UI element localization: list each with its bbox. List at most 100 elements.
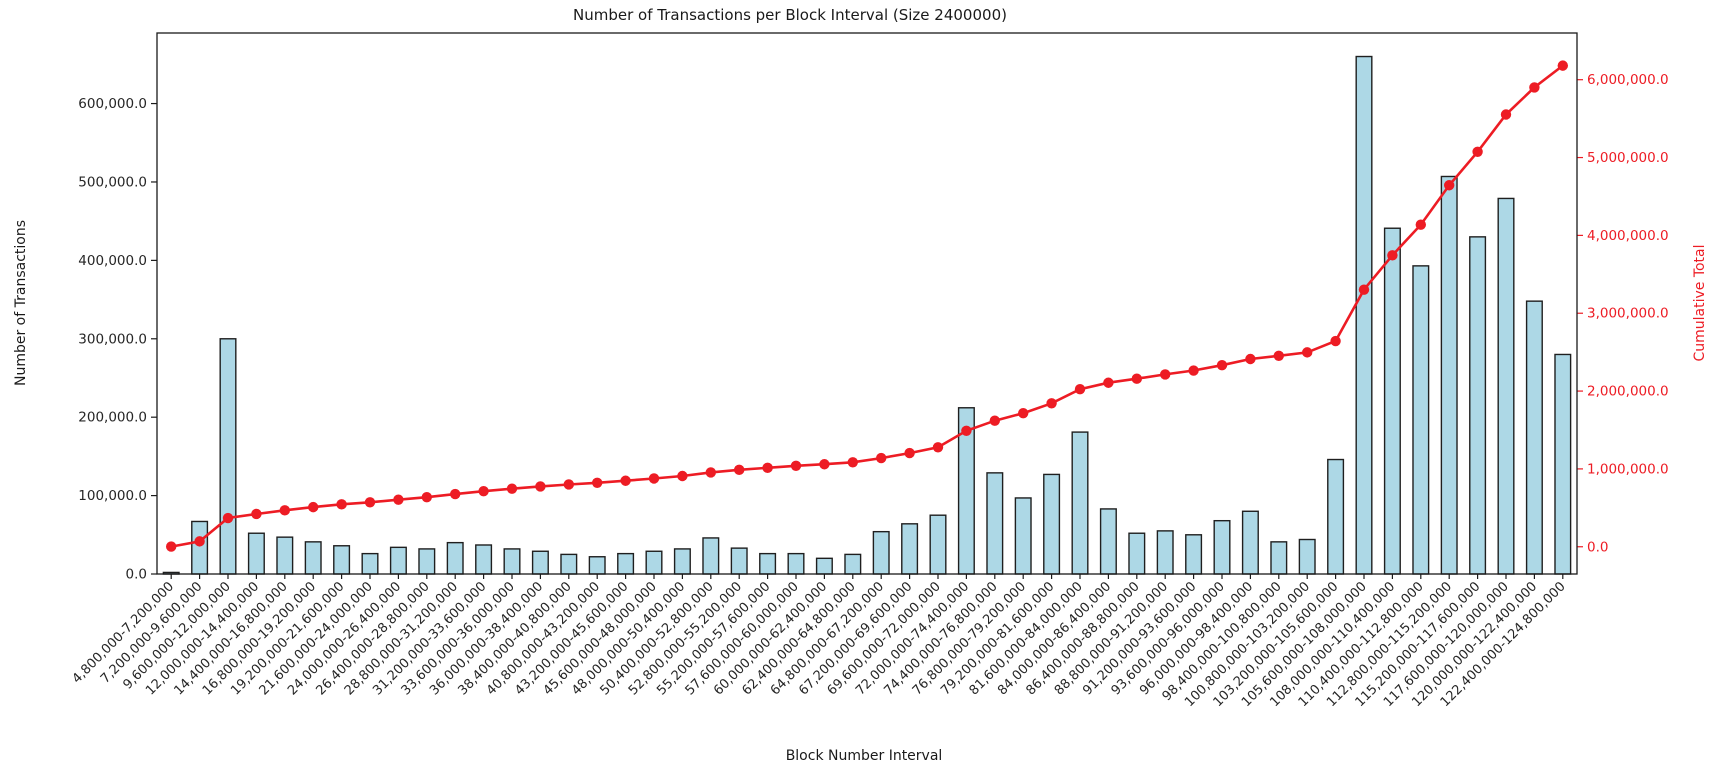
cumulative-marker [450, 488, 461, 500]
cumulative-marker [1160, 369, 1171, 380]
bar [1327, 458, 1345, 575]
bar [1270, 541, 1288, 575]
cumulative-marker [1074, 384, 1086, 395]
right-tick-label: 5,000,000.0 [1587, 150, 1669, 166]
cumulative-marker [1557, 60, 1569, 71]
bar [645, 550, 663, 575]
cumulative-marker [876, 452, 887, 464]
left-tick-label: 400,000.0 [78, 253, 147, 269]
right-tick-label: 0.0 [1587, 539, 1608, 555]
cumulative-marker [1018, 407, 1029, 419]
cumulative-marker [1358, 284, 1370, 295]
cumulative-marker [705, 467, 716, 478]
cumulative-marker [904, 447, 915, 459]
left-tick-label: 300,000.0 [78, 331, 147, 347]
cumulative-marker [336, 499, 347, 510]
cumulative-marker [620, 475, 631, 486]
bar [872, 530, 890, 575]
cumulative-marker [506, 483, 518, 494]
cumulative-marker [1131, 373, 1143, 384]
cumulative-marker [762, 462, 773, 474]
bar [1185, 534, 1203, 575]
plot-area: 0.0 100,000.0 200,000.0 300,000.0 400,000.0 5… [70, 32, 1669, 710]
bar [1412, 265, 1430, 575]
cumulative-marker [308, 501, 319, 513]
cumulative-marker [1500, 109, 1512, 120]
cumulative-marker [279, 505, 290, 516]
chart-title: Number of Transactions per Block Interva… [573, 6, 1007, 24]
bar [588, 556, 606, 575]
y-axis-label-left: Number of Transactions [13, 220, 29, 386]
right-tick-label: 3,000,000.0 [1587, 306, 1669, 322]
cumulative-marker [421, 491, 432, 503]
cumulative-marker [1103, 377, 1114, 388]
cumulative-marker [847, 457, 858, 468]
cumulative-marker [734, 464, 745, 476]
bar [191, 520, 209, 575]
bar [673, 548, 691, 575]
bar [1043, 473, 1061, 575]
right-tick-label: 6,000,000.0 [1587, 72, 1669, 88]
bar [1128, 532, 1146, 575]
bar [304, 541, 322, 575]
cumulative-marker [194, 536, 205, 547]
bar [1014, 497, 1032, 575]
plot-frame [156, 32, 1578, 575]
cumulative-marker [989, 415, 1000, 426]
bar [844, 553, 862, 575]
bar [1099, 508, 1117, 575]
cumulative-marker [1188, 365, 1199, 376]
right-tick-label: 1,000,000.0 [1587, 461, 1669, 477]
right-tick-label: 4,000,000.0 [1587, 228, 1669, 244]
bar [1440, 175, 1458, 575]
bar [418, 548, 436, 575]
left-tick-label: 200,000.0 [78, 410, 147, 426]
bar [1383, 227, 1401, 575]
left-tick-label: 0.0 [126, 567, 147, 583]
bar [1525, 300, 1543, 575]
bar [503, 548, 521, 575]
cumulative-marker [1216, 360, 1228, 371]
cumulative-marker [592, 477, 603, 488]
bar [1554, 353, 1572, 575]
y-axis-label-right: Cumulative Total [1692, 244, 1708, 361]
bar [1241, 510, 1259, 575]
left-tick-label: 600,000.0 [78, 96, 147, 112]
bar [475, 544, 493, 575]
cumulative-marker [251, 508, 262, 520]
bar [1355, 55, 1373, 575]
bar [1298, 538, 1316, 575]
cumulative-marker [1415, 219, 1427, 230]
cumulative-marker [1302, 347, 1313, 358]
cumulative-marker [1245, 353, 1256, 365]
bar [787, 552, 805, 575]
bar [702, 537, 720, 575]
cumulative-marker [1472, 146, 1483, 157]
cumulative-marker [1529, 82, 1540, 93]
bar [759, 552, 777, 575]
bar [247, 532, 265, 575]
cumulative-marker [222, 512, 234, 524]
bar [1497, 197, 1515, 575]
bar [929, 514, 947, 575]
cumulative-marker [932, 442, 944, 453]
cumulative-marker [790, 460, 802, 471]
cumulative-marker [393, 494, 404, 505]
bar [1469, 236, 1487, 575]
cumulative-marker [1330, 335, 1341, 347]
bar [389, 546, 407, 575]
cumulative-marker [677, 470, 688, 482]
cumulative-marker [535, 481, 546, 492]
cumulative-marker [1444, 180, 1455, 191]
cumulative-marker [819, 459, 830, 470]
right-tick-label: 2,000,000.0 [1587, 384, 1669, 400]
bar [333, 545, 351, 575]
cumulative-marker [648, 473, 660, 484]
cumulative-marker [478, 485, 489, 497]
bar [446, 541, 464, 575]
cumulative-marker [563, 479, 574, 490]
bar [560, 553, 578, 575]
bar [361, 552, 379, 575]
